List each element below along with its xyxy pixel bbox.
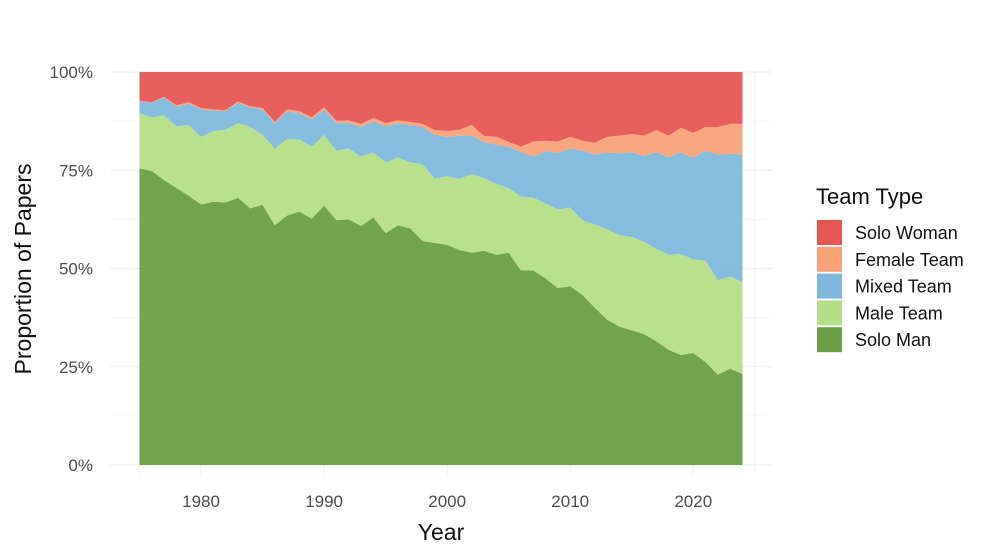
x-tick-label: 1990 xyxy=(305,492,343,511)
legend-label-solo-man: Solo Man xyxy=(855,330,931,350)
y-tick-label: 0% xyxy=(68,456,93,475)
legend-swatch-solo-woman xyxy=(817,220,842,245)
x-tick-label: 1980 xyxy=(182,492,220,511)
legend-title: Team Type xyxy=(816,184,923,209)
legend-label-male-team: Male Team xyxy=(855,303,943,323)
legend-swatch-female-team xyxy=(817,246,842,272)
area-mixed-team xyxy=(139,97,743,283)
area-male-team xyxy=(139,113,743,375)
y-tick-label: 25% xyxy=(59,358,93,377)
area-series xyxy=(139,72,743,466)
legend: Team Type Solo Woman Female Team Mixed Tea… xyxy=(816,184,964,353)
legend-swatch-mixed-team xyxy=(817,273,842,299)
y-axis-tick-labels: 0% 25% 50% 75% 100% xyxy=(50,63,93,475)
x-axis-title: Year xyxy=(418,519,465,545)
legend-swatch-solo-man xyxy=(817,327,842,353)
x-axis-tick-labels: 1980 1990 2000 2010 2020 xyxy=(182,492,712,511)
legend-label-female-team: Female Team xyxy=(855,250,964,270)
y-tick-label: 100% xyxy=(50,63,93,82)
x-tick-label: 2010 xyxy=(551,492,589,511)
area-solo-man xyxy=(139,168,743,466)
legend-label-mixed-team: Mixed Team xyxy=(855,277,952,297)
legend-swatch-male-team xyxy=(817,300,842,326)
legend-label-solo-woman: Solo Woman xyxy=(855,223,958,243)
y-tick-label: 75% xyxy=(59,161,93,180)
x-tick-label: 2020 xyxy=(674,492,712,511)
area-female-team xyxy=(139,96,743,158)
area-solo-woman xyxy=(139,72,743,147)
y-axis-title: Proportion of Papers xyxy=(10,164,36,375)
y-tick-label: 50% xyxy=(59,260,93,279)
x-tick-label: 2000 xyxy=(428,492,466,511)
